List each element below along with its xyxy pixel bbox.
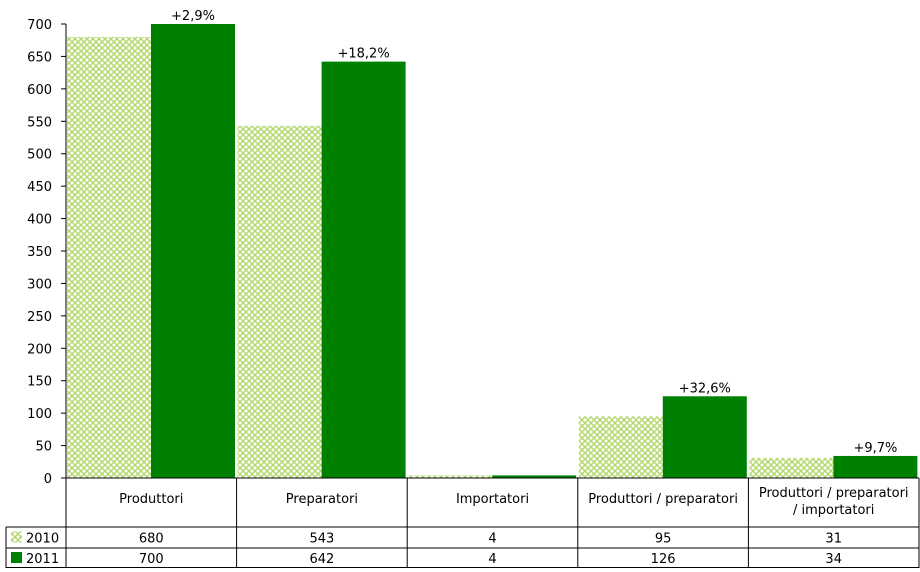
y-tick-label: 100 <box>27 407 52 422</box>
y-tick-label: 50 <box>35 440 52 455</box>
y-tick-label: 300 <box>27 277 52 292</box>
category-label: Produttori / preparatori <box>588 492 738 507</box>
bar-2010 <box>67 36 151 478</box>
legend-swatch-2010 <box>11 531 22 543</box>
table-value: 680 <box>139 532 164 547</box>
y-tick-label: 200 <box>27 342 52 357</box>
y-tick-label: 250 <box>27 310 52 325</box>
change-label: +32,6% <box>679 381 731 396</box>
bar-2011 <box>833 455 918 478</box>
category-label: Produttori / preparatori / importatori <box>759 486 909 518</box>
legend-label: 2010 <box>26 532 59 547</box>
table-value: 642 <box>309 552 334 567</box>
category-label: Produttori <box>119 492 183 507</box>
y-tick-label: 600 <box>27 83 52 98</box>
bar-2011 <box>151 24 235 478</box>
change-label: +2,9% <box>171 9 215 24</box>
table-value: 34 <box>825 552 842 567</box>
bar-2010 <box>578 416 663 478</box>
y-tick-label: 700 <box>27 18 52 33</box>
change-label: +9,7% <box>853 441 897 456</box>
change-label: +18,2% <box>337 47 389 62</box>
table-value: 4 <box>488 532 496 547</box>
table-value: 95 <box>655 532 672 547</box>
bar-2011 <box>492 475 577 478</box>
legend-label: 2011 <box>26 552 59 567</box>
y-tick-label: 550 <box>27 115 52 130</box>
y-tick-label: 0 <box>44 472 52 487</box>
table-value: 543 <box>309 532 334 547</box>
table-value: 126 <box>651 552 676 567</box>
table-value: 31 <box>825 532 842 547</box>
table-value: 4 <box>488 552 496 567</box>
y-tick-label: 500 <box>27 148 52 163</box>
bar-2011 <box>321 61 406 479</box>
y-tick-label: 450 <box>27 180 52 195</box>
category-label: Importatori <box>456 492 529 507</box>
bar-2010 <box>237 125 322 478</box>
legend-swatch-2011 <box>11 552 22 563</box>
bar-2011 <box>662 396 747 478</box>
table-value: 700 <box>139 552 164 567</box>
y-tick-label: 150 <box>27 375 52 390</box>
y-tick-label: 350 <box>27 245 52 260</box>
y-tick-label: 400 <box>27 213 52 228</box>
category-label: Preparatori <box>286 492 358 507</box>
y-tick-label: 650 <box>27 50 52 65</box>
bar-2010 <box>749 457 834 478</box>
bar-2010 <box>408 475 493 478</box>
